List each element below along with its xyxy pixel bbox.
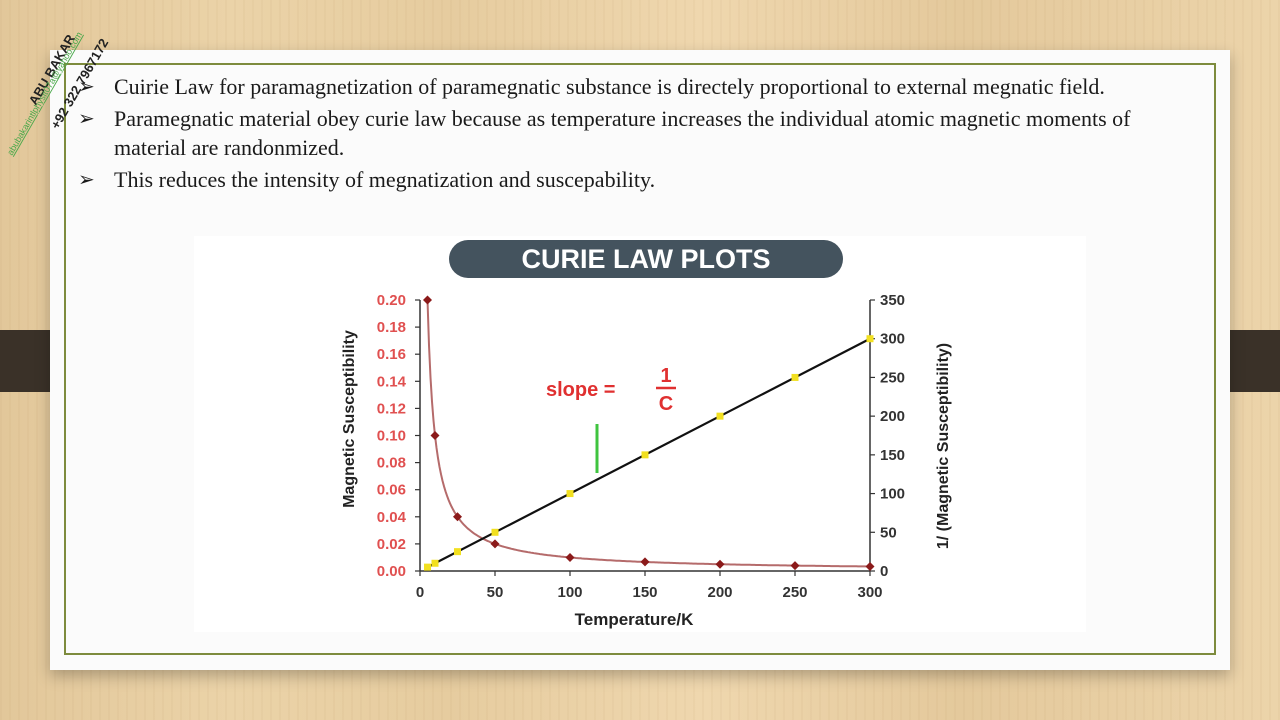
- arrow-bullet-icon: ➢: [78, 74, 95, 98]
- y-right-tick-label: 150: [880, 447, 905, 464]
- x-tick-label: 300: [857, 584, 882, 601]
- y-right-tick-label: 300: [880, 331, 905, 348]
- inverse-susceptibility-point: [454, 548, 461, 556]
- bullet-text: Cuirie Law for paramagnetization of para…: [114, 74, 1105, 99]
- bullet-text: Paramegnatic material obey curie law bec…: [114, 106, 1131, 160]
- x-tick-label: 150: [632, 584, 657, 601]
- bullet-item: ➢ This reduces the intensity of megnatiza…: [78, 165, 1188, 194]
- bullet-text: This reduces the intensity of megnatizat…: [114, 167, 656, 192]
- x-tick-label: 50: [487, 584, 504, 601]
- inverse-susceptibility-point: [866, 335, 874, 343]
- slide-frame: [64, 63, 1216, 655]
- slope-numerator: 1: [660, 365, 671, 387]
- inverse-susceptibility-point: [791, 373, 799, 381]
- y-right-tick-label: 0: [880, 563, 888, 580]
- y-right-tick-label: 200: [880, 408, 905, 425]
- x-tick-label: 200: [707, 584, 732, 601]
- y-left-tick-label: 0.16: [377, 346, 406, 363]
- watermark-stamp: ABU BAKAR +92 322 7967172 abubakarintlph…: [5, 30, 111, 157]
- y-left-tick-label: 0.04: [377, 509, 407, 526]
- y-left-tick-label: 0.06: [377, 482, 406, 499]
- x-tick-label: 100: [557, 584, 582, 601]
- chart-svg: CURIE LAW PLOTS 0 50 100 150 200 250 3000.000.…: [341, 240, 952, 629]
- title-banner: [449, 240, 843, 278]
- inverse-susceptibility-point: [641, 451, 649, 459]
- y-left-tick-label: 0.20: [377, 292, 406, 309]
- inverse-susceptibility-point: [566, 490, 574, 498]
- y-left-axis-label: Magnetic Susceptibility: [341, 330, 358, 508]
- y-right-axis-label: 1/ (Magnetic Susceptibility): [935, 343, 952, 549]
- arrow-bullet-icon: ➢: [78, 167, 95, 191]
- susceptibility-point: [423, 295, 432, 305]
- inverse-susceptibility-point: [716, 412, 724, 420]
- y-left-tick-label: 0.02: [377, 536, 406, 553]
- inverse-susceptibility-point: [491, 528, 499, 536]
- susceptibility-point: [453, 512, 462, 522]
- chart-title: CURIE LAW PLOTS: [522, 244, 771, 274]
- y-left-tick-label: 0.14: [377, 373, 407, 390]
- y-left-tick-label: 0.08: [377, 455, 406, 472]
- susceptibility-point: [790, 561, 800, 571]
- susceptibility-point: [490, 539, 500, 549]
- x-tick-label: 250: [782, 584, 807, 601]
- bullet-item: ➢ Paramegnatic material obey curie law be…: [78, 104, 1188, 162]
- susceptibility-curve: [426, 299, 870, 568]
- y-right-tick-label: 350: [880, 292, 905, 309]
- bullet-item: ➢ Cuirie Law for paramagnetization of par…: [78, 72, 1188, 101]
- bullet-list: ➢ Cuirie Law for paramagnetization of par…: [78, 72, 1188, 197]
- y-right-tick-label: 100: [880, 486, 905, 503]
- y-right-tick-label: 50: [880, 524, 897, 541]
- susceptibility-point: [865, 562, 875, 572]
- y-left-tick-label: 0.12: [377, 400, 406, 417]
- x-tick-label: 0: [416, 584, 424, 601]
- susceptibility-point: [715, 559, 725, 569]
- y-left-tick-label: 0.18: [377, 319, 406, 336]
- curie-law-chart: CURIE LAW PLOTS 0 50 100 150 200 250 300 0.00 0.…: [194, 236, 1086, 632]
- x-axis-label: Temperature/K: [575, 610, 694, 629]
- slope-label: slope =: [546, 379, 615, 401]
- axes-group: 0 50 100 150 200 250 3000.000.020.040.060.080.…: [377, 292, 905, 601]
- inverse-susceptibility-point: [431, 559, 439, 567]
- y-right-tick-label: 250: [880, 369, 905, 386]
- y-left-tick-label: 0.00: [377, 563, 406, 580]
- susceptibility-point: [640, 557, 650, 567]
- slope-denominator: C: [659, 393, 673, 415]
- y-left-tick-label: 0.10: [377, 428, 406, 445]
- marks-group: [423, 295, 875, 572]
- inverse-susceptibility-point: [424, 563, 431, 571]
- susceptibility-point: [565, 552, 575, 562]
- arrow-bullet-icon: ➢: [78, 106, 95, 130]
- susceptibility-point: [430, 431, 440, 440]
